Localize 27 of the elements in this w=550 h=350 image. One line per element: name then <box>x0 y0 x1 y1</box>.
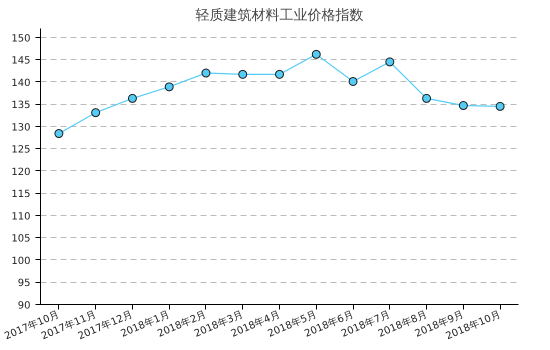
point <box>422 94 432 103</box>
y-tick-label: 135 <box>11 100 31 112</box>
point <box>164 82 174 92</box>
y-tick-label: 110 <box>11 211 31 222</box>
y-tick-label: 130 <box>11 122 31 134</box>
y-tick-label: 95 <box>18 278 31 290</box>
chart-title: 轻质建筑材料工业价格指数 <box>196 8 364 24</box>
point <box>385 57 394 66</box>
point <box>238 70 248 79</box>
y-tick-label: 105 <box>11 234 31 245</box>
point <box>201 68 210 78</box>
y-tick-label: 120 <box>11 166 31 178</box>
y-tick-label: 115 <box>11 189 31 200</box>
point <box>128 94 137 103</box>
point <box>275 70 284 79</box>
point <box>348 76 358 86</box>
y-tick-label: 125 <box>11 144 31 156</box>
y-tick-label: 140 <box>11 78 31 89</box>
point <box>458 101 468 110</box>
y-tick-label: 100 <box>11 256 31 267</box>
point <box>91 108 100 118</box>
y-tick-label: 150 <box>11 33 31 44</box>
point <box>312 50 321 59</box>
y-tick-label: 90 <box>18 300 31 312</box>
point <box>54 129 64 138</box>
point <box>496 102 505 111</box>
y-tick-label: 145 <box>11 56 31 67</box>
